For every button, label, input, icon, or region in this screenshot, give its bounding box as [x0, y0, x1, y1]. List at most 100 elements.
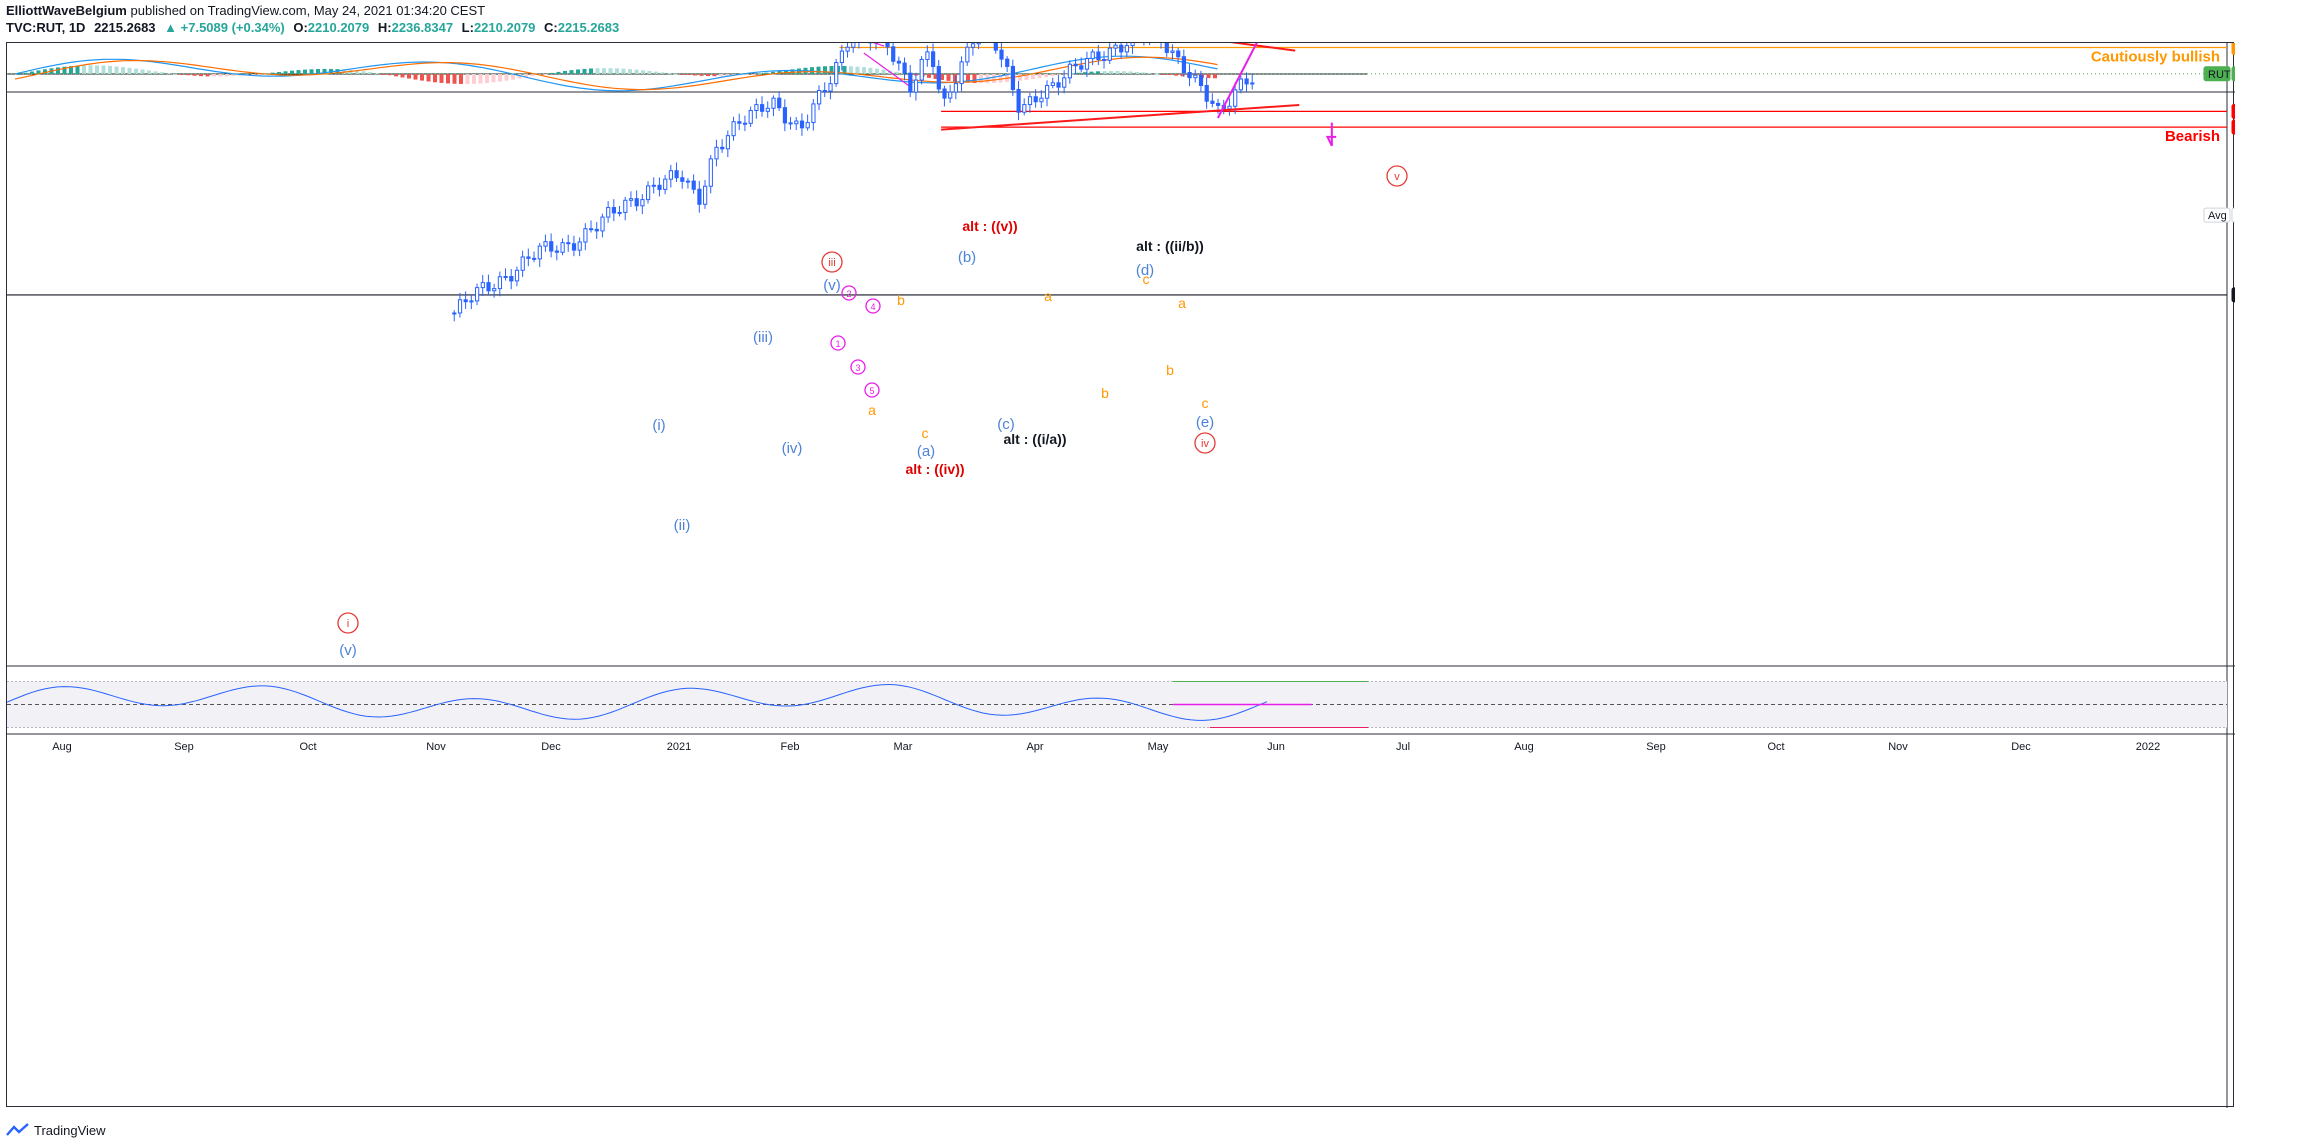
level-name-tag-text: Avg [2208, 210, 2227, 222]
macd-histogram-bar [894, 71, 899, 74]
macd-histogram-bar [1102, 71, 1107, 74]
macd-histogram-bar [771, 71, 775, 74]
macd-histogram-bar [30, 71, 34, 74]
candle-body [725, 135, 731, 150]
macd-histogram-bar [1089, 71, 1094, 74]
macd-histogram-bar [43, 69, 47, 74]
macd-histogram-bar [1031, 74, 1035, 80]
candle-body [931, 51, 936, 68]
minor-wave-line [872, 43, 885, 47]
candle-body [680, 177, 685, 182]
macd-histogram-bar [114, 66, 119, 74]
candle-body [463, 299, 468, 303]
macd-histogram-bar [82, 65, 86, 74]
candle-body [1084, 58, 1090, 70]
wave-label: (c) [997, 416, 1015, 433]
candle-body [1005, 58, 1010, 67]
macd-histogram-bar [257, 74, 262, 75]
level-price-tag [2231, 207, 2235, 223]
wave-label: (v) [823, 277, 841, 294]
tradingview-logo-icon[interactable] [6, 1123, 30, 1137]
candle-body [817, 89, 822, 105]
candle-body [674, 170, 679, 179]
candle-body [902, 62, 907, 74]
macd-histogram-bar [212, 74, 216, 77]
macd-histogram-bar [862, 67, 866, 74]
time-axis-label: Nov [426, 741, 446, 753]
macd-histogram-bar [634, 69, 639, 74]
macd-histogram-bar [205, 74, 210, 77]
macd-histogram-bar [576, 69, 580, 74]
candle-body [1250, 82, 1255, 85]
macd-histogram-bar [166, 73, 171, 75]
candle-body [765, 107, 770, 112]
wave-label: 4 [870, 302, 875, 312]
macd-histogram-bar [673, 73, 678, 75]
macd-histogram-bar [290, 70, 294, 74]
candle-body [611, 207, 617, 214]
candle-body [566, 242, 571, 245]
wave-label: (b) [958, 249, 976, 266]
candle-body [651, 184, 656, 187]
low-label: L: [461, 20, 474, 35]
macd-histogram-bar [790, 69, 795, 74]
candle-body [822, 89, 827, 92]
chart-frame[interactable]: 40.00000.00002140.00002100.00002060.0000… [6, 42, 2235, 1108]
macd-histogram-bar [641, 70, 645, 74]
macd-histogram-bar [1180, 74, 1185, 77]
candle-body [1113, 44, 1118, 49]
candle-body [1027, 96, 1033, 106]
candle-body [799, 120, 805, 129]
triangle-upper-trendline [1230, 43, 1296, 52]
wave-label: alt : ((v)) [962, 218, 1017, 234]
candle-body [1102, 59, 1107, 62]
macd-histogram-bar [316, 69, 320, 74]
candle-body [1056, 82, 1061, 88]
macd-histogram-bar [712, 74, 717, 77]
chart-canvas[interactable]: 40.00000.00002140.00002100.00002060.0000… [7, 43, 2235, 1108]
candle-body [1022, 104, 1027, 113]
wave-label-circle [850, 359, 866, 375]
candle-body [503, 275, 508, 278]
candle-body [891, 46, 896, 62]
macd-histogram-bar [179, 74, 184, 75]
candle-body [737, 121, 742, 124]
candle-body [509, 275, 514, 282]
minor-wave-line [863, 52, 909, 86]
macd-histogram-bar [108, 65, 112, 74]
macd-histogram-bar [95, 65, 99, 74]
candle-body [936, 66, 941, 90]
open-label: O: [293, 20, 308, 35]
candle-body [1010, 65, 1016, 90]
macd-histogram-bar [75, 65, 80, 74]
wave-label: alt : ((iv)) [905, 461, 964, 477]
macd-histogram-bar [816, 66, 821, 74]
macd-histogram-bar [725, 74, 730, 77]
candle-body [589, 228, 594, 231]
candle-body [828, 83, 833, 92]
publisher-line: ElliottWaveBelgium published on TradingV… [6, 2, 1206, 19]
candle-body [634, 198, 639, 207]
candle-body [805, 122, 810, 129]
macd-histogram-bar [569, 70, 574, 74]
author-name[interactable]: ElliottWaveBelgium [6, 3, 127, 18]
candle-body [1216, 102, 1221, 106]
macd-histogram-bar [303, 69, 307, 74]
candle-body [606, 207, 611, 218]
candle-body [537, 245, 542, 260]
candle-body [993, 43, 998, 51]
candle-body [1187, 71, 1192, 79]
candle-body [754, 104, 759, 111]
candle-body [1198, 74, 1204, 86]
candle-body [549, 241, 554, 252]
time-axis-label: Dec [541, 741, 561, 753]
macd-histogram-bar [426, 74, 431, 82]
macd-histogram-bar [17, 74, 21, 75]
candle-body [782, 107, 788, 124]
candle-body [640, 199, 645, 207]
brand-name[interactable]: TradingView [34, 1122, 106, 1138]
macd-histogram-bar [582, 68, 587, 74]
macd-histogram-bar [1167, 74, 1172, 75]
candle-body [959, 61, 964, 85]
macd-histogram-bar [953, 74, 957, 82]
